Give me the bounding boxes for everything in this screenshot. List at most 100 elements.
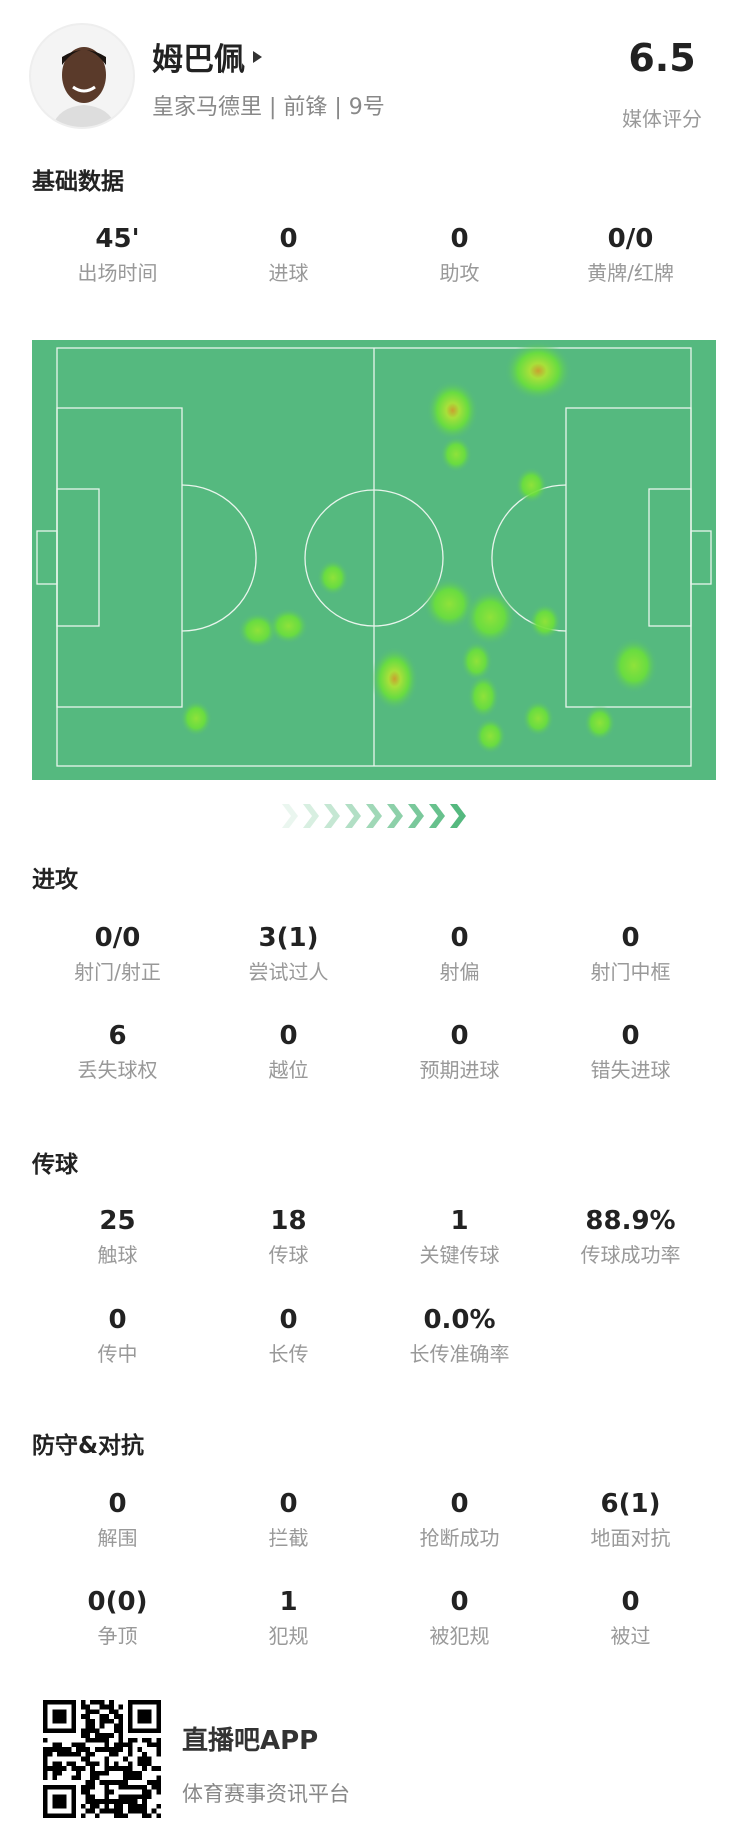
heat-spot — [268, 608, 309, 644]
stat-value: 88.9% — [585, 1206, 676, 1236]
stat-item: 0/0 黄牌/红牌 — [545, 221, 716, 287]
attack-direction-arrows — [280, 803, 468, 829]
heat-spot — [180, 700, 213, 737]
attack-stats-row-2: 6 丢失球权 0 越位 0 预期进球 0 错失进球 — [32, 1018, 716, 1084]
stat-item: 0/0 射门/射正 — [32, 920, 203, 986]
chevron-right-icon — [345, 804, 361, 828]
stat-label: 错失进球 — [590, 1058, 671, 1082]
stat-label: 长传 — [268, 1342, 309, 1366]
stat-value: 0 — [450, 1489, 469, 1519]
stat-value: 0 — [450, 1587, 469, 1617]
heatmap-pitch — [32, 340, 716, 780]
heat-spot — [423, 578, 476, 630]
stat-item: 0 解围 — [32, 1486, 203, 1552]
chevron-right-icon — [366, 804, 382, 828]
stat-label: 助攻 — [439, 261, 480, 285]
stat-item: 6 丢失球权 — [32, 1018, 203, 1084]
stat-item: 18 传球 — [203, 1203, 374, 1269]
stat-item: 25 触球 — [32, 1203, 203, 1269]
stat-value: 45' — [95, 224, 140, 254]
stat-value: 0 — [279, 1305, 298, 1335]
passing-stats-row-2: 0 传中 0 长传 0.0% 长传准确率 — [32, 1302, 716, 1368]
stat-value: 0 — [108, 1305, 127, 1335]
caret-right-icon — [253, 50, 262, 63]
stat-label: 地面对抗 — [590, 1526, 671, 1550]
stat-value: 0/0 — [607, 224, 654, 254]
chevron-right-icon — [408, 804, 424, 828]
rating-label: 媒体评分 — [622, 107, 702, 131]
qr-code-icon — [43, 1700, 161, 1818]
stat-value: 0 — [279, 1021, 298, 1051]
stat-label: 关键传球 — [419, 1243, 500, 1267]
stat-label: 黄牌/红牌 — [587, 261, 674, 285]
heat-spot — [504, 340, 573, 401]
stat-value: 3(1) — [258, 923, 319, 953]
chevron-right-icon — [450, 804, 466, 828]
stat-item: 45' 出场时间 — [32, 221, 203, 287]
section-title-basic: 基础数据 — [32, 169, 124, 195]
stat-item: 0.0% 长传准确率 — [374, 1302, 545, 1368]
stat-value: 25 — [99, 1206, 136, 1236]
stat-item: 6(1) 地面对抗 — [545, 1486, 716, 1552]
stat-value: 0 — [108, 1489, 127, 1519]
stat-label: 传球成功率 — [580, 1243, 681, 1267]
stat-label: 射偏 — [439, 960, 480, 984]
stat-label: 触球 — [97, 1243, 138, 1267]
defense-stats-row-1: 0 解围 0 拦截 0 抢断成功 6(1) 地面对抗 — [32, 1486, 716, 1552]
stat-item: 0 助攻 — [374, 221, 545, 287]
stat-value: 0 — [450, 923, 469, 953]
stat-value: 18 — [270, 1206, 307, 1236]
stat-item: 88.9% 传球成功率 — [545, 1203, 716, 1269]
chevron-right-icon — [387, 804, 403, 828]
stat-item: 0 被过 — [545, 1584, 716, 1650]
stat-value: 0 — [279, 224, 298, 254]
heat-spot — [522, 700, 555, 737]
stat-item: 0 进球 — [203, 221, 374, 287]
stat-label: 传球 — [268, 1243, 309, 1267]
heat-spot — [316, 559, 349, 596]
stat-label: 传中 — [97, 1342, 138, 1366]
chevron-right-icon — [324, 804, 340, 828]
heat-spot — [467, 674, 500, 719]
stat-value: 0 — [621, 923, 640, 953]
stat-label: 被犯规 — [429, 1624, 490, 1648]
stat-item: 3(1) 尝试过人 — [203, 920, 374, 986]
rating-value: 6.5 — [628, 36, 696, 80]
heat-spot — [426, 380, 479, 441]
player-avatar — [29, 23, 135, 129]
stat-label: 丢失球权 — [77, 1058, 158, 1082]
stat-label: 进球 — [268, 261, 309, 285]
stat-value: 0.0% — [423, 1305, 496, 1335]
stat-label: 抢断成功 — [419, 1526, 500, 1550]
stat-value: 6 — [108, 1021, 127, 1051]
basic-stats-row: 45' 出场时间 0 进球 0 助攻 0/0 黄牌/红牌 — [32, 221, 716, 287]
stat-item: 0 射偏 — [374, 920, 545, 986]
stat-value: 1 — [450, 1206, 469, 1236]
stat-label: 解围 — [97, 1526, 138, 1550]
chevron-right-icon — [429, 804, 445, 828]
stat-label: 射门中框 — [590, 960, 671, 984]
stat-label: 尝试过人 — [248, 960, 329, 984]
stat-item: 0 被犯规 — [374, 1584, 545, 1650]
heat-spot — [474, 718, 507, 754]
heat-spot — [529, 603, 561, 640]
stat-item: 0 预期进球 — [374, 1018, 545, 1084]
stat-item: 0 越位 — [203, 1018, 374, 1084]
heat-spot — [460, 641, 493, 682]
stat-value: 1 — [279, 1587, 298, 1617]
stat-value: 0 — [279, 1489, 298, 1519]
stat-label: 被过 — [610, 1624, 651, 1648]
defense-stats-row-2: 0(0) 争顶 1 犯规 0 被犯规 0 被过 — [32, 1584, 716, 1650]
heat-spot — [515, 467, 548, 504]
player-name-link[interactable]: 姆巴佩 — [152, 34, 262, 79]
stat-item: 0 射门中框 — [545, 920, 716, 986]
attack-stats-row-1: 0/0 射门/射正 3(1) 尝试过人 0 射偏 0 射门中框 — [32, 920, 716, 986]
stat-value: 6(1) — [600, 1489, 661, 1519]
stat-value: 0 — [621, 1587, 640, 1617]
chevron-right-icon — [303, 804, 319, 828]
stat-label: 长传准确率 — [409, 1342, 510, 1366]
passing-stats-row-1: 25 触球 18 传球 1 关键传球 88.9% 传球成功率 — [32, 1203, 716, 1269]
stat-item: 1 关键传球 — [374, 1203, 545, 1269]
stat-item: 0(0) 争顶 — [32, 1584, 203, 1650]
stat-label: 预期进球 — [419, 1058, 500, 1082]
